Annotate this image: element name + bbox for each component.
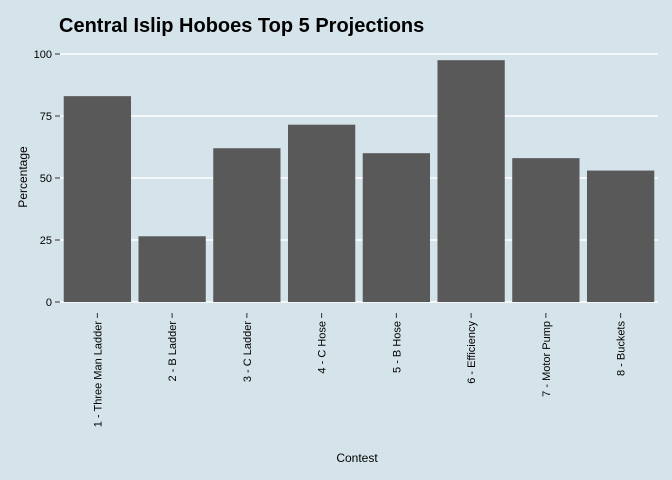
y-axis-label: Percentage (16, 146, 30, 208)
x-tick-label: 2 - B Ladder (167, 321, 179, 382)
bar (63, 96, 132, 302)
bar (437, 60, 505, 303)
bar (287, 124, 356, 303)
x-axis-label: Contest (336, 451, 378, 465)
y-tick-label: 75 (40, 111, 52, 123)
x-tick-label: 8 - Buckets (616, 321, 628, 377)
y-tick-label: 0 (46, 297, 52, 309)
x-tick-label: 6 - Efficiency (466, 321, 478, 384)
bars (63, 60, 655, 303)
y-tick-label: 25 (40, 235, 52, 247)
bar (213, 148, 281, 302)
x-tick-label: 7 - Motor Pump (541, 321, 553, 397)
bar (138, 236, 206, 302)
x-axis-ticks: 1 - Three Man Ladder 2 - B Ladder 3 - C La… (92, 313, 628, 428)
y-tick-label: 50 (40, 173, 52, 185)
bar (586, 170, 655, 302)
y-axis-ticks: 0 25 50 75 100 (34, 49, 60, 309)
y-tick-label: 100 (34, 49, 52, 61)
bar (512, 158, 580, 302)
chart-title: Central Islip Hoboes Top 5 Projections (59, 15, 424, 37)
x-tick-label: 4 - C Hose (317, 321, 329, 374)
x-tick-label: 3 - C Ladder (242, 321, 254, 382)
x-tick-label: 1 - Three Man Ladder (92, 321, 104, 428)
bar (362, 153, 431, 302)
x-tick-label: 5 - B Hose (391, 321, 403, 373)
